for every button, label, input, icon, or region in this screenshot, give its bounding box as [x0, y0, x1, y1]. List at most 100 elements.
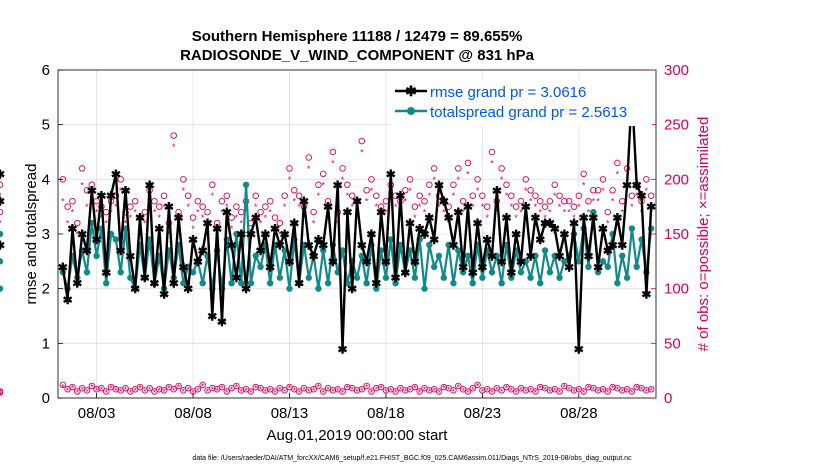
totalspread-point: [127, 274, 134, 281]
rmse-point: ✱: [608, 238, 618, 252]
obs-possible-marker: [238, 387, 245, 394]
obs-possible-marker: [609, 383, 616, 391]
obs-assimilated-marker: *: [259, 219, 263, 229]
obs-assimilated-marker: *: [259, 385, 263, 395]
rmse-point: ✱: [174, 211, 184, 225]
obs-assimilated-marker: *: [235, 383, 239, 393]
rmse-point: ✱: [333, 178, 343, 192]
obs-assimilated-marker: *: [302, 385, 306, 395]
totalspread-point: [541, 247, 549, 254]
totalspread-point: [604, 263, 611, 270]
obs-assimilated-marker: *: [153, 388, 157, 398]
obs-possible-marker: [88, 382, 96, 390]
totalspread-point: [532, 252, 539, 260]
obs-possible-marker: [537, 197, 544, 205]
obs-possible-marker: [218, 383, 226, 391]
obs-possible-marker: [426, 387, 433, 394]
obs-possible-marker: [479, 192, 486, 199]
right-tick-label: 50: [664, 335, 681, 352]
rmse-point: ✱: [227, 238, 237, 252]
obs-assimilated-marker: *: [360, 148, 364, 158]
rmse-point: ✱: [463, 200, 473, 214]
obs-possible-marker: [614, 159, 621, 167]
rmse-point: ✱: [405, 217, 415, 231]
totalspread-point: [276, 274, 284, 281]
obs-possible-marker: [189, 214, 197, 221]
rmse-point: ✱: [617, 238, 627, 252]
obs-assimilated-marker: *: [167, 384, 171, 394]
obs-possible-marker: [69, 383, 76, 391]
obs-possible-marker: [209, 181, 216, 189]
obs-assimilated-marker: *: [403, 197, 407, 207]
rmse-point: ✱: [366, 228, 376, 242]
right-tick-label: 100: [664, 281, 689, 298]
obs-possible-marker: [64, 203, 71, 210]
obs-assimilated-marker: *: [109, 208, 113, 218]
obs-possible-marker: [469, 384, 476, 392]
obs-assimilated-marker: *: [625, 386, 629, 396]
rmse-point: ✱: [603, 244, 613, 258]
obs-possible-marker: [599, 176, 607, 183]
totalspread-point: [599, 258, 607, 265]
rmse-point: ✱: [280, 228, 290, 242]
obs-assimilated-marker: *: [596, 387, 600, 397]
obs-assimilated-marker: *: [375, 202, 379, 212]
obs-possible-marker: [146, 384, 153, 392]
obs-assimilated-marker: *: [225, 388, 229, 398]
obs-possible-marker: [199, 381, 206, 389]
obs-possible-marker: [368, 388, 375, 395]
rmse-point: ✱: [140, 271, 150, 285]
obs-assimilated-marker: *: [635, 191, 639, 201]
totalspread-point: [320, 247, 327, 254]
obs-assimilated-marker: *: [326, 385, 330, 395]
rmse-point: ✱: [448, 238, 458, 252]
totalspread-point: [93, 252, 100, 260]
obs-assimilated-marker: *: [606, 388, 610, 398]
obs-assimilated-marker: *: [162, 387, 166, 397]
totalspread-point: [619, 252, 626, 260]
obs-assimilated-marker: *: [302, 213, 306, 223]
rmse-point: ✱: [347, 282, 357, 296]
rmse-point: ✱: [574, 342, 584, 356]
obs-assimilated-marker: *: [572, 387, 576, 397]
obs-possible-marker: [373, 384, 380, 392]
obs-possible-marker: [450, 181, 457, 189]
obs-assimilated-marker: *: [80, 180, 84, 190]
obs-possible-marker: [474, 381, 481, 389]
obs-assimilated-marker: *: [162, 202, 166, 212]
obs-assimilated-marker: *: [539, 384, 543, 394]
obs-assimilated-marker: *: [447, 385, 451, 395]
totalspread-point: [180, 280, 187, 287]
obs-possible-marker: [633, 383, 640, 391]
obs-possible-marker: [464, 388, 472, 395]
obs-assimilated-marker: *: [413, 213, 417, 223]
obs-possible-marker: [517, 197, 525, 205]
totalspread-point: [373, 285, 380, 292]
obs-possible-marker: [647, 386, 655, 393]
rmse-point: ✱: [231, 271, 241, 285]
obs-possible-marker: [609, 187, 616, 194]
obs-assimilated-marker: *: [428, 191, 432, 201]
rmse-point: ✱: [598, 222, 608, 236]
obs-possible-marker: [0, 208, 4, 216]
obs-assimilated-marker: *: [466, 169, 470, 179]
obs-assimilated-marker: *: [273, 388, 277, 398]
rmse-point: ✱: [169, 277, 179, 291]
rmse-point: ✱: [72, 277, 82, 291]
rmse-point: ✱: [96, 189, 106, 203]
right-tick-label: 150: [664, 226, 689, 243]
rmse-point: ✱: [67, 222, 77, 236]
obs-possible-marker: [199, 203, 206, 210]
obs-possible-marker: [112, 386, 120, 393]
obs-assimilated-marker: *: [244, 208, 248, 218]
obs-possible-marker: [151, 197, 158, 205]
obs-assimilated-marker: *: [119, 186, 123, 196]
obs-assimilated-marker: *: [514, 388, 518, 398]
rmse-point: ✱: [289, 217, 299, 231]
rmse-point: ✱: [251, 211, 261, 225]
obs-assimilated-marker: *: [370, 186, 374, 196]
obs-assimilated-marker: *: [240, 219, 244, 229]
rmse-point: ✱: [164, 200, 174, 214]
obs-possible-marker: [450, 387, 457, 394]
obs-possible-marker: [377, 203, 385, 210]
